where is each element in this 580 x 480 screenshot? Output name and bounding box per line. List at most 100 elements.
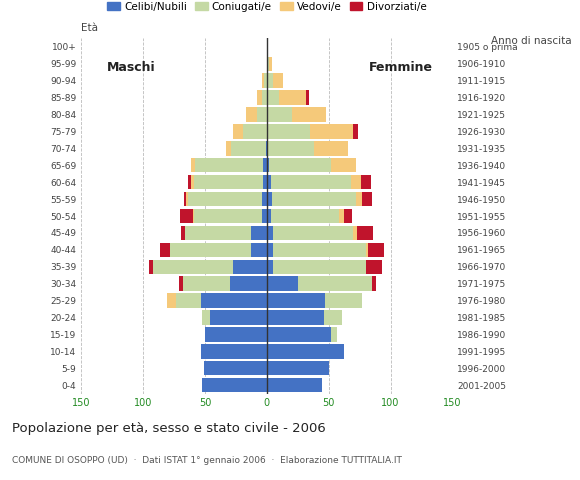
- Bar: [202, 378, 267, 392]
- Bar: [264, 73, 267, 88]
- Bar: [231, 141, 266, 156]
- Bar: [324, 310, 342, 324]
- Bar: [267, 260, 273, 274]
- Bar: [273, 73, 283, 88]
- Bar: [187, 175, 191, 190]
- Bar: [266, 141, 267, 156]
- Bar: [279, 90, 306, 105]
- Bar: [267, 344, 343, 359]
- Bar: [193, 209, 194, 223]
- Bar: [233, 124, 243, 139]
- Bar: [257, 90, 262, 105]
- Bar: [267, 209, 270, 223]
- Bar: [353, 124, 358, 139]
- Bar: [194, 209, 262, 223]
- Bar: [270, 175, 351, 190]
- Text: Femmine: Femmine: [368, 60, 433, 73]
- Bar: [187, 192, 262, 206]
- Legend: Celibi/Nubili, Coniugati/e, Vedovi/e, Divorziati/e: Celibi/Nubili, Coniugati/e, Vedovi/e, Di…: [103, 0, 430, 16]
- Bar: [298, 276, 372, 291]
- Bar: [195, 158, 263, 172]
- Bar: [267, 243, 273, 257]
- Bar: [183, 276, 230, 291]
- Bar: [292, 108, 326, 122]
- Bar: [262, 192, 267, 206]
- Bar: [263, 175, 267, 190]
- Bar: [273, 260, 366, 274]
- Bar: [262, 90, 267, 105]
- Bar: [262, 73, 264, 88]
- Bar: [361, 175, 371, 190]
- Bar: [267, 276, 298, 291]
- Bar: [171, 243, 251, 257]
- Bar: [270, 209, 339, 223]
- Bar: [267, 310, 324, 324]
- Text: Maschi: Maschi: [106, 60, 155, 73]
- Bar: [161, 243, 171, 257]
- Bar: [201, 344, 267, 359]
- Bar: [267, 90, 279, 105]
- Bar: [267, 175, 270, 190]
- Bar: [185, 226, 251, 240]
- Bar: [205, 327, 267, 342]
- Bar: [184, 192, 186, 206]
- Bar: [356, 192, 362, 206]
- Bar: [273, 243, 366, 257]
- Bar: [230, 276, 267, 291]
- Bar: [267, 327, 331, 342]
- Bar: [267, 73, 273, 88]
- Bar: [331, 327, 338, 342]
- Bar: [272, 192, 356, 206]
- Bar: [243, 124, 267, 139]
- Text: COMUNE DI OSOPPO (UD)  ·  Dati ISTAT 1° gennaio 2006  ·  Elaborazione TUTTITALIA: COMUNE DI OSOPPO (UD) · Dati ISTAT 1° ge…: [12, 456, 401, 465]
- Bar: [306, 90, 309, 105]
- Bar: [267, 57, 269, 71]
- Bar: [267, 361, 329, 375]
- Bar: [269, 158, 331, 172]
- Bar: [191, 175, 194, 190]
- Bar: [357, 226, 373, 240]
- Bar: [186, 192, 187, 206]
- Bar: [180, 209, 193, 223]
- Bar: [366, 243, 368, 257]
- Bar: [149, 260, 153, 274]
- Bar: [314, 141, 349, 156]
- Bar: [362, 192, 372, 206]
- Bar: [194, 175, 263, 190]
- Text: Età: Età: [81, 24, 98, 33]
- Bar: [273, 226, 353, 240]
- Bar: [267, 158, 269, 172]
- Bar: [267, 378, 322, 392]
- Bar: [267, 192, 272, 206]
- Bar: [267, 226, 273, 240]
- Bar: [257, 108, 267, 122]
- Text: Popolazione per età, sesso e stato civile - 2006: Popolazione per età, sesso e stato civil…: [12, 422, 325, 435]
- Bar: [251, 243, 267, 257]
- Bar: [267, 141, 314, 156]
- Bar: [233, 260, 267, 274]
- Bar: [251, 226, 267, 240]
- Bar: [310, 124, 353, 139]
- Bar: [339, 209, 343, 223]
- Bar: [191, 158, 195, 172]
- Bar: [176, 293, 201, 308]
- Bar: [331, 158, 356, 172]
- Bar: [226, 141, 231, 156]
- Bar: [351, 175, 361, 190]
- Bar: [267, 108, 292, 122]
- Bar: [166, 293, 176, 308]
- Bar: [263, 158, 267, 172]
- Bar: [372, 276, 376, 291]
- Bar: [267, 124, 310, 139]
- Bar: [368, 243, 385, 257]
- Bar: [210, 310, 267, 324]
- Bar: [202, 310, 210, 324]
- Bar: [262, 209, 267, 223]
- Bar: [153, 260, 233, 274]
- Bar: [269, 57, 272, 71]
- Bar: [201, 293, 267, 308]
- Bar: [353, 226, 357, 240]
- Text: Anno di nascita: Anno di nascita: [491, 36, 571, 46]
- Bar: [325, 293, 362, 308]
- Bar: [204, 361, 267, 375]
